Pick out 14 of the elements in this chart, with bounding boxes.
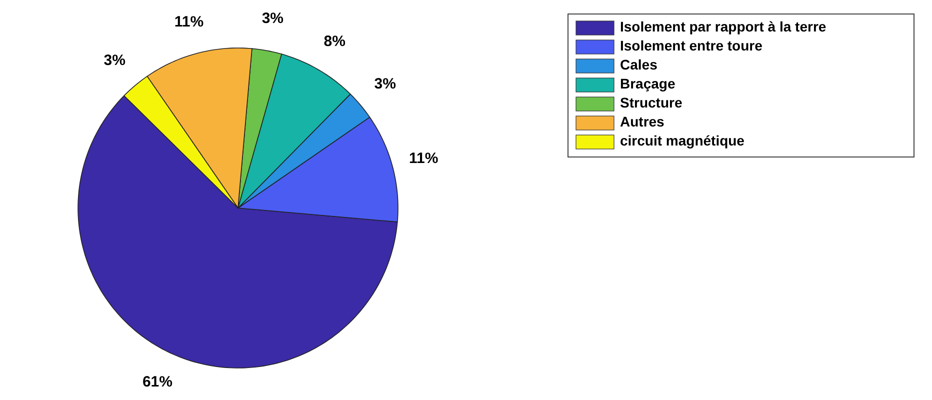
legend-label: circuit magnétique <box>620 132 745 149</box>
legend-label: Structure <box>620 94 682 111</box>
data-label: 11% <box>174 13 204 30</box>
legend-label: Braçage <box>620 76 676 92</box>
data-label: 8% <box>324 33 346 50</box>
legend-label: Isolement entre toure <box>620 38 763 54</box>
legend-label: Autres <box>620 114 665 130</box>
data-label: 11% <box>409 150 438 167</box>
legend-label: Isolement par rapport à la terre <box>620 18 826 35</box>
data-label: 3% <box>104 52 126 69</box>
legend-label: Cales <box>620 56 658 73</box>
data-label: 3% <box>262 10 284 28</box>
data-label: 61% <box>142 373 172 390</box>
data-label: 3% <box>374 76 396 93</box>
